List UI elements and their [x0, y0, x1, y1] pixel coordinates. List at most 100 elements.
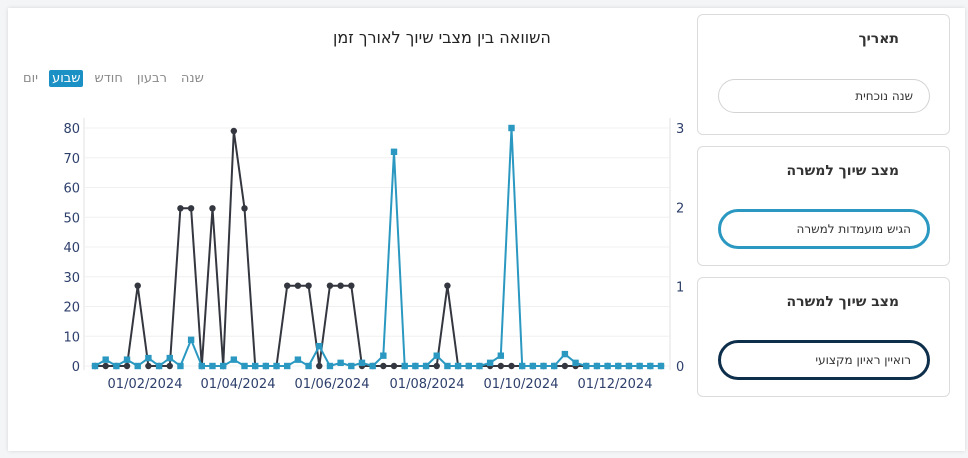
data-point	[262, 362, 270, 370]
data-point	[241, 205, 248, 212]
data-point	[241, 362, 248, 370]
data-point	[518, 362, 526, 370]
y-right-tick-label: 1	[676, 281, 684, 296]
data-point	[305, 282, 312, 289]
period-week[interactable]: שבוע	[49, 70, 84, 87]
line-chart: 0 10 20 30 40 50 60 70 80 0 1 2 3 01/02/2024 01/04/2…	[63, 118, 684, 392]
data-point	[145, 354, 152, 362]
status-filter-card-2: מצב שיוך למשרה רואיין ראיון מקצועי	[697, 277, 950, 397]
data-point	[551, 362, 558, 370]
date-filter-title: תאריך	[858, 31, 899, 47]
y-left-tick-label: 60	[63, 182, 80, 197]
data-point	[166, 362, 173, 370]
data-point	[326, 282, 334, 289]
y-left-tick-label: 50	[63, 211, 80, 226]
data-point	[177, 205, 184, 212]
data-point	[209, 362, 216, 370]
period-year[interactable]: שנה	[180, 71, 204, 86]
data-point	[187, 205, 195, 212]
data-point	[326, 362, 334, 370]
data-point	[155, 362, 163, 370]
x-tick-label: 01/08/2024	[390, 377, 465, 392]
data-point	[412, 362, 419, 370]
x-tick-label: 01/10/2024	[484, 377, 559, 392]
x-tick-label: 01/12/2024	[578, 377, 653, 392]
data-point	[187, 336, 195, 344]
data-point	[337, 282, 344, 289]
y-left-tick-label: 40	[63, 241, 80, 256]
y-left-tick-label: 20	[63, 301, 80, 316]
data-point	[583, 362, 590, 370]
data-point	[572, 359, 579, 367]
data-point	[134, 282, 141, 289]
period-day[interactable]: יום	[23, 71, 39, 86]
data-point	[657, 362, 665, 370]
date-filter-card: תאריך שנה נוכחית	[697, 14, 950, 135]
data-point	[284, 282, 291, 289]
y-left-tick-label: 70	[63, 152, 80, 167]
data-point	[316, 362, 323, 370]
data-point	[647, 362, 654, 370]
status-filter-title-1: מצב שיוך למשרה	[786, 163, 899, 179]
data-point	[476, 362, 483, 370]
data-point	[497, 362, 505, 370]
y-right-tick-label: 0	[676, 360, 684, 375]
data-point	[134, 362, 141, 370]
data-point	[102, 356, 109, 363]
y-right-tick-label: 2	[676, 201, 684, 216]
data-point	[198, 362, 205, 370]
date-range-select[interactable]: שנה נוכחית	[718, 79, 930, 113]
data-point	[444, 282, 451, 289]
data-point	[219, 362, 227, 370]
status-select-interviewed[interactable]: רואיין ראיון מקצועי	[718, 340, 930, 380]
status-filter-card-1: מצב שיוך למשרה הגיש מועמדות למשרה	[697, 146, 950, 266]
data-point	[294, 282, 302, 289]
data-point	[390, 362, 398, 370]
data-point	[294, 356, 302, 363]
data-point	[380, 352, 387, 359]
data-point	[615, 362, 622, 370]
data-point	[284, 362, 291, 370]
status-filter-title-2: מצב שיוך למשרה	[786, 294, 899, 310]
data-point	[486, 359, 494, 367]
data-point	[273, 362, 280, 370]
period-selector: יום שבוע חודש רבעון שנה	[20, 70, 207, 87]
data-point	[358, 359, 366, 367]
data-point	[209, 205, 216, 212]
status-select-applied[interactable]: הגיש מועמדות למשרה	[718, 209, 930, 249]
data-point	[508, 362, 515, 370]
data-point	[529, 362, 537, 370]
y-left-tick-label: 80	[63, 122, 80, 137]
data-point	[390, 148, 398, 155]
data-point	[230, 356, 238, 363]
data-point	[497, 352, 505, 359]
data-point	[465, 362, 472, 370]
data-point	[123, 362, 131, 370]
x-tick-label: 01/02/2024	[108, 377, 183, 392]
data-point	[454, 362, 462, 370]
data-point	[561, 362, 569, 370]
data-point	[380, 362, 387, 370]
data-point	[166, 354, 173, 362]
data-point	[251, 362, 259, 370]
data-point	[636, 362, 643, 370]
data-point	[337, 359, 344, 367]
data-point	[177, 362, 184, 370]
data-point	[348, 282, 355, 289]
data-point	[123, 356, 131, 363]
data-point	[348, 362, 355, 370]
y-left-tick-label: 10	[63, 330, 80, 345]
x-tick-label: 01/04/2024	[201, 377, 276, 392]
data-point	[540, 362, 547, 370]
data-point	[604, 362, 611, 370]
data-point	[593, 362, 601, 370]
data-point	[508, 124, 515, 132]
data-point	[91, 362, 99, 370]
period-month[interactable]: חודש	[94, 71, 123, 86]
x-tick-label: 01/06/2024	[295, 377, 370, 392]
y-left-tick-label: 0	[72, 360, 80, 375]
data-point	[145, 362, 152, 370]
data-point	[561, 350, 569, 358]
period-quarter[interactable]: רבעון	[136, 71, 167, 86]
data-point	[230, 127, 238, 135]
